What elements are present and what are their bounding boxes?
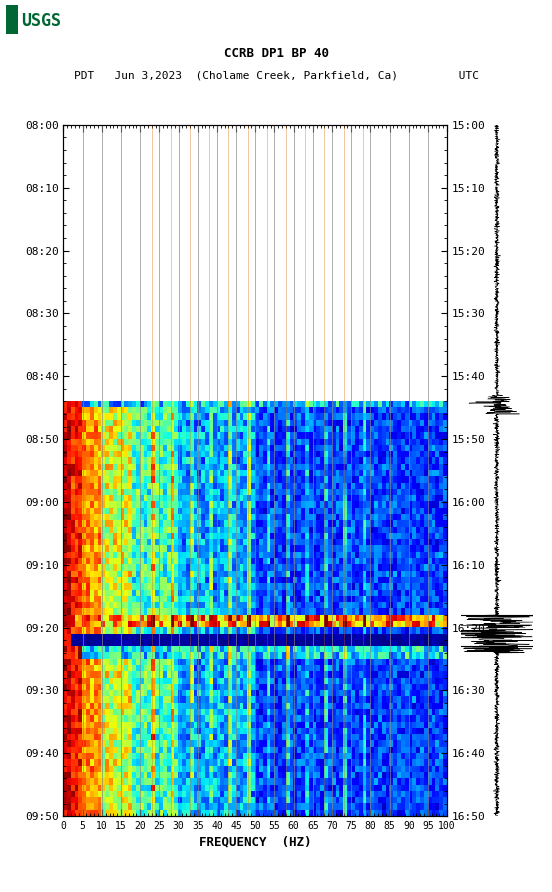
X-axis label: FREQUENCY  (HZ): FREQUENCY (HZ) xyxy=(199,835,311,848)
Bar xyxy=(6,5,18,34)
Text: USGS: USGS xyxy=(22,12,61,29)
Text: PDT   Jun 3,2023  (Cholame Creek, Parkfield, Ca)         UTC: PDT Jun 3,2023 (Cholame Creek, Parkfield… xyxy=(73,70,479,81)
Text: CCRB DP1 BP 40: CCRB DP1 BP 40 xyxy=(224,47,328,60)
